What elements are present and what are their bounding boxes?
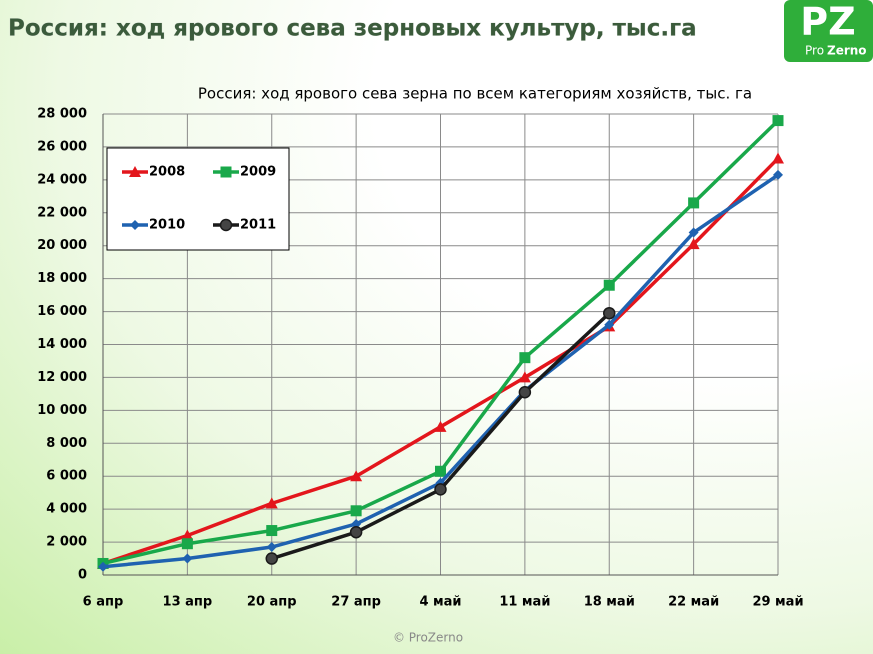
- x-tick-label: 29 май: [752, 595, 803, 610]
- footer: © ProZerno: [393, 631, 463, 645]
- x-tick-label: 13 апр: [163, 595, 213, 610]
- marker: [219, 218, 233, 232]
- logo: PZ Pro Zerno: [784, 0, 873, 62]
- marker: [435, 465, 446, 477]
- marker: [265, 552, 278, 565]
- marker: [519, 352, 531, 364]
- x-tick-label: 6 апр: [83, 595, 124, 610]
- x-tick-label: 18 май: [584, 595, 635, 610]
- marker: [434, 483, 447, 496]
- marker: [518, 371, 531, 383]
- legend-label: 2010: [149, 218, 185, 233]
- x-tick-label: 27 апр: [331, 595, 381, 610]
- marker: [604, 319, 615, 330]
- marker: [603, 279, 615, 291]
- y-tick-label: 12 000: [37, 370, 87, 385]
- marker: [350, 470, 363, 482]
- marker: [603, 306, 616, 320]
- x-tick-label: 11 май: [499, 595, 550, 610]
- marker: [688, 227, 699, 238]
- y-tick-label: 22 000: [37, 205, 87, 220]
- logo-bg: [784, 0, 873, 62]
- logo-zerno: Zerno: [827, 44, 867, 58]
- y-tick-label: 4 000: [46, 502, 87, 517]
- marker: [266, 542, 277, 553]
- marker: [688, 197, 700, 209]
- marker: [350, 505, 362, 517]
- y-tick-label: 2 000: [46, 535, 87, 550]
- y-tick-label: 16 000: [37, 304, 87, 319]
- legend-label: 2009: [240, 165, 276, 180]
- marker: [772, 115, 784, 127]
- y-tick-label: 20 000: [37, 238, 87, 253]
- marker: [773, 169, 783, 180]
- marker: [772, 152, 784, 164]
- y-tick-label: 10 000: [37, 403, 87, 418]
- legend-label: 2011: [240, 218, 276, 233]
- marker: [182, 553, 193, 564]
- marker: [518, 385, 532, 399]
- marker: [349, 525, 363, 539]
- marker: [98, 561, 108, 572]
- marker: [351, 518, 362, 529]
- legend-box: [106, 147, 290, 251]
- legend-label: 2008: [149, 165, 185, 180]
- marker: [130, 220, 140, 230]
- y-tick-label: 18 000: [37, 271, 87, 286]
- y-tick-label: 0: [78, 568, 87, 583]
- x-tick-label: 20 апр: [247, 595, 297, 610]
- logo-mark: PZ: [800, 0, 855, 44]
- slide-title: Россия: ход ярового сева зерновых культу…: [8, 16, 697, 42]
- y-tick-label: 28 000: [37, 107, 87, 122]
- y-tick-label: 26 000: [37, 139, 87, 154]
- marker: [687, 238, 700, 250]
- marker: [265, 497, 278, 509]
- y-tick-label: 6 000: [46, 469, 87, 484]
- y-tick-label: 24 000: [37, 172, 87, 187]
- x-tick-label: 22 май: [668, 595, 719, 610]
- marker: [266, 525, 278, 537]
- y-tick-label: 8 000: [46, 436, 87, 451]
- marker: [434, 420, 447, 432]
- marker: [181, 529, 194, 541]
- chart-title: Россия: ход ярового сева зерна по всем к…: [198, 85, 752, 103]
- marker: [129, 166, 141, 177]
- logo-pro: Pro: [805, 44, 824, 58]
- marker: [181, 538, 193, 550]
- marker: [220, 166, 232, 178]
- x-tick-label: 4 май: [419, 595, 461, 610]
- y-tick-label: 14 000: [37, 337, 87, 352]
- legend: 2008 2009 2010 2011: [106, 147, 290, 251]
